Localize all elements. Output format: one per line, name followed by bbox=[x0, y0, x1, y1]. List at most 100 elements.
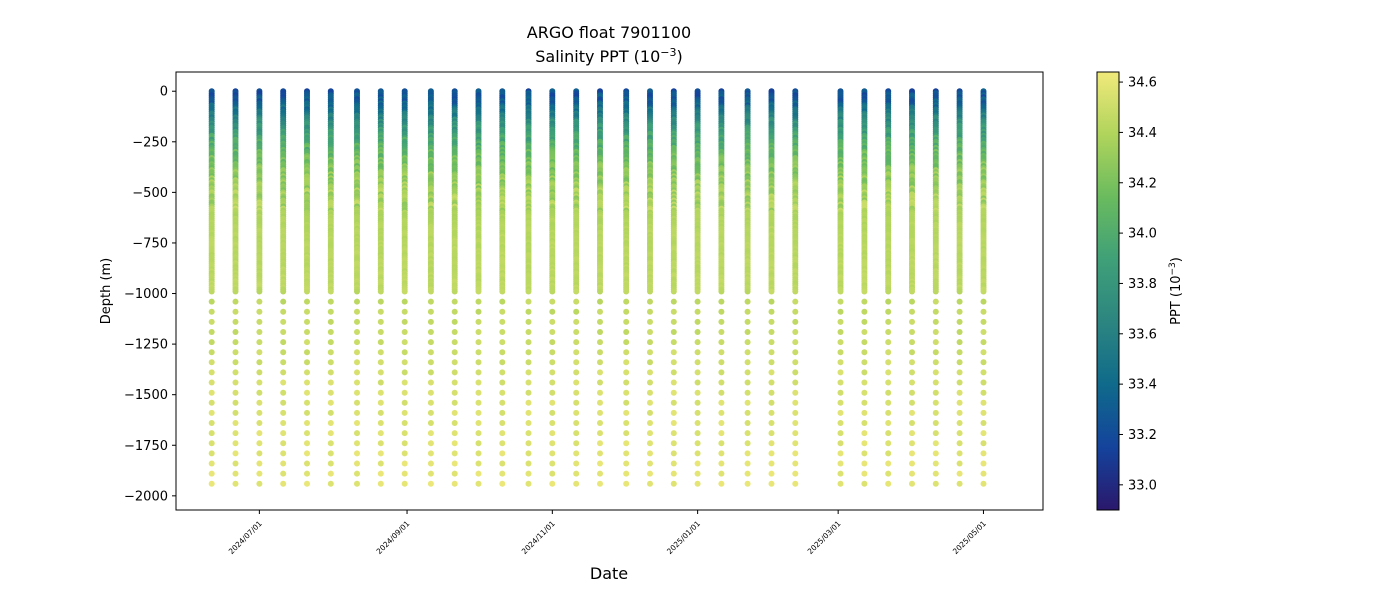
data-point bbox=[549, 389, 556, 396]
data-point bbox=[597, 339, 603, 346]
y-tick-label: −1500 bbox=[124, 388, 168, 403]
data-point bbox=[377, 399, 384, 406]
data-point bbox=[499, 399, 506, 406]
data-point bbox=[647, 420, 653, 426]
data-point bbox=[597, 420, 603, 426]
colorbar-label: PPT (10−3) bbox=[1168, 257, 1184, 325]
data-point bbox=[837, 470, 844, 477]
data-point bbox=[401, 379, 408, 386]
data-point bbox=[623, 298, 630, 305]
data-point bbox=[327, 318, 334, 325]
data-point bbox=[837, 420, 844, 426]
data-point bbox=[232, 349, 239, 356]
data-point bbox=[304, 440, 310, 447]
data-point bbox=[256, 379, 263, 386]
data-point bbox=[549, 379, 556, 386]
data-point bbox=[932, 359, 939, 366]
data-point bbox=[647, 470, 653, 477]
data-point bbox=[885, 399, 892, 406]
data-point bbox=[256, 359, 263, 366]
data-point bbox=[377, 288, 384, 295]
chart-title: ARGO float 7901100 bbox=[527, 23, 691, 42]
data-point bbox=[980, 389, 987, 396]
data-point bbox=[909, 389, 915, 396]
data-point bbox=[525, 399, 532, 406]
data-point bbox=[623, 440, 630, 447]
data-point bbox=[549, 480, 556, 487]
data-point bbox=[549, 369, 556, 376]
data-point bbox=[354, 480, 360, 487]
data-point bbox=[327, 440, 334, 447]
data-point bbox=[718, 308, 725, 315]
data-point bbox=[573, 420, 580, 426]
data-point bbox=[327, 389, 334, 396]
data-point bbox=[304, 288, 310, 295]
profile bbox=[623, 88, 630, 487]
data-point bbox=[499, 420, 506, 426]
data-point bbox=[597, 329, 603, 335]
data-point bbox=[427, 399, 434, 406]
data-point bbox=[280, 379, 287, 386]
data-point bbox=[525, 349, 532, 356]
data-point bbox=[909, 409, 915, 416]
data-point bbox=[232, 318, 239, 325]
data-point bbox=[837, 379, 844, 386]
data-point bbox=[475, 480, 482, 487]
data-point bbox=[980, 409, 987, 416]
colorbar-axis: 33.0 33.2 33.4 33.6 33.8 34.0 34.2 34.4 34.6 bbox=[1119, 76, 1157, 493]
profile bbox=[525, 88, 532, 487]
data-point bbox=[208, 359, 215, 366]
data-point bbox=[597, 430, 603, 437]
data-point bbox=[232, 460, 239, 467]
data-point bbox=[475, 288, 482, 295]
data-point bbox=[909, 430, 915, 437]
data-point bbox=[327, 359, 334, 366]
data-point bbox=[475, 298, 482, 305]
data-point bbox=[694, 308, 701, 315]
data-point bbox=[694, 440, 701, 447]
data-point bbox=[718, 379, 725, 386]
data-point bbox=[232, 420, 239, 426]
data-point bbox=[980, 318, 987, 325]
data-point bbox=[499, 409, 506, 416]
data-point bbox=[670, 359, 677, 366]
data-point bbox=[377, 470, 384, 477]
data-point bbox=[354, 329, 360, 335]
colorbar-tick-label: 33.0 bbox=[1128, 478, 1157, 493]
colorbar-tick-label: 33.6 bbox=[1128, 327, 1157, 342]
data-point bbox=[427, 430, 434, 437]
y-axis-label: Depth (m) bbox=[99, 258, 114, 325]
data-point bbox=[597, 288, 603, 295]
data-point bbox=[451, 480, 458, 487]
data-point bbox=[475, 308, 482, 315]
data-point bbox=[718, 409, 725, 416]
data-point bbox=[451, 359, 458, 366]
data-point bbox=[451, 420, 458, 426]
profile bbox=[549, 88, 556, 487]
data-point bbox=[597, 440, 603, 447]
data-point bbox=[232, 308, 239, 315]
data-point bbox=[861, 409, 868, 416]
data-point bbox=[475, 430, 482, 437]
data-point bbox=[256, 329, 263, 335]
data-point bbox=[280, 288, 287, 295]
data-point bbox=[499, 339, 506, 346]
x-axis-label: Date bbox=[590, 564, 628, 583]
data-point bbox=[956, 379, 963, 386]
data-point bbox=[401, 308, 408, 315]
data-point bbox=[932, 420, 939, 426]
data-point bbox=[525, 288, 532, 295]
data-point bbox=[861, 359, 868, 366]
data-point bbox=[525, 389, 532, 396]
profile bbox=[401, 88, 408, 487]
profile bbox=[327, 88, 334, 487]
data-point bbox=[427, 379, 434, 386]
data-point bbox=[744, 349, 751, 356]
data-point bbox=[837, 430, 844, 437]
data-point bbox=[573, 349, 580, 356]
data-point bbox=[980, 349, 987, 356]
data-point bbox=[718, 420, 725, 426]
data-point bbox=[909, 399, 915, 406]
data-point bbox=[525, 409, 532, 416]
data-point bbox=[354, 369, 360, 376]
